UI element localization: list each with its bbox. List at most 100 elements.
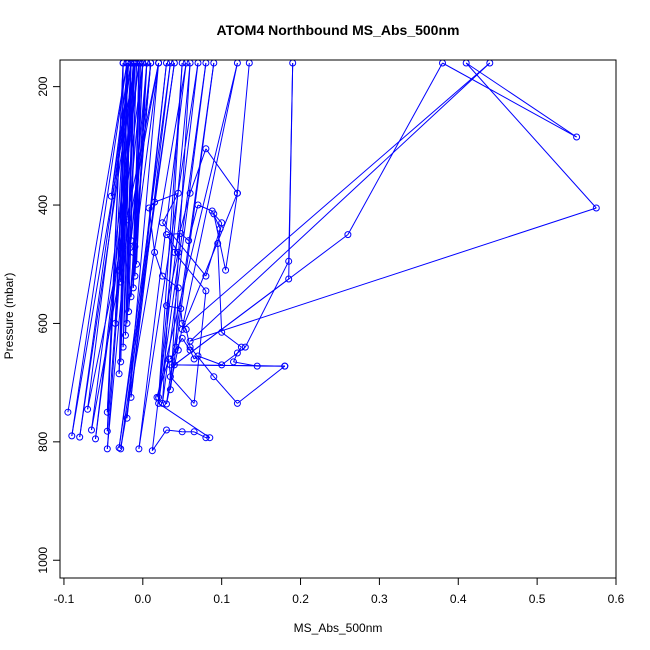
data-point: [174, 346, 182, 354]
data-point: [186, 346, 194, 354]
data-point: [178, 428, 186, 436]
data-point: [117, 278, 125, 286]
series-line-segment: [134, 62, 152, 247]
series-line-segment: [442, 62, 577, 138]
y-axis-label: Pressure (mbar): [2, 273, 16, 360]
data-point: [103, 408, 111, 416]
series-line-segment: [130, 62, 167, 398]
series-line-segment: [156, 62, 238, 398]
series-line-segment: [174, 234, 349, 366]
series-line-segment: [128, 62, 137, 312]
series-line-segment: [158, 62, 207, 404]
series-line-segment: [193, 431, 207, 439]
series-line-segment: [122, 62, 132, 348]
data-point: [88, 426, 95, 434]
series-line-segment: [148, 207, 156, 253]
series-line-segment: [162, 192, 179, 224]
data-point: [115, 370, 123, 378]
x-tick-label: 0.3: [371, 592, 388, 606]
x-tick-label: 0.5: [529, 592, 546, 606]
data-point: [119, 243, 127, 250]
series-line-segment: [71, 62, 128, 436]
series-line-segment: [166, 252, 179, 306]
series-line-segment: [189, 349, 195, 360]
data-point: [233, 399, 241, 407]
data-point: [123, 216, 131, 224]
series-line-segment: [166, 305, 181, 310]
series-line-segment: [189, 207, 597, 342]
data-point: [178, 325, 186, 333]
data-point: [131, 272, 139, 280]
data-point: [163, 302, 170, 310]
data-point: [178, 334, 186, 342]
series-line-segment: [213, 376, 238, 404]
data-point: [151, 248, 159, 256]
x-axis-label: MS_Abs_500nm: [294, 621, 383, 635]
series-line-segment: [162, 62, 207, 404]
data-point: [127, 237, 135, 245]
data-point: [216, 225, 224, 233]
data-point: [166, 60, 174, 67]
data-point: [155, 60, 163, 67]
data-point: [253, 362, 261, 370]
data-point: [182, 325, 190, 333]
data-point: [133, 260, 140, 268]
series-line-segment: [132, 62, 141, 253]
series-line-segment: [130, 62, 148, 241]
data-point: [135, 445, 143, 453]
series-line-segment: [465, 62, 577, 138]
series-line-segment: [288, 62, 294, 280]
series-line-segment: [169, 62, 191, 390]
data-point: [486, 60, 494, 67]
data-point: [210, 60, 218, 67]
series-line-segment: [134, 62, 160, 247]
series-line-segment: [170, 364, 285, 367]
series-line-segment: [151, 429, 167, 451]
data-point: [186, 337, 194, 345]
series-line-segment: [225, 193, 238, 271]
data-point: [115, 266, 123, 274]
data-point: [151, 198, 159, 206]
series-line-segment: [213, 213, 223, 224]
data-point: [174, 189, 182, 197]
series-line-segment: [166, 234, 179, 253]
data-point: [177, 230, 185, 237]
data-point: [190, 399, 198, 407]
data-point: [159, 399, 166, 407]
data-point: [166, 386, 174, 394]
series-line-segment: [126, 62, 134, 324]
data-point: [107, 192, 115, 200]
series-line-segment: [169, 337, 183, 360]
data-point: [573, 133, 581, 141]
data-point: [241, 343, 249, 351]
data-point: [462, 60, 470, 67]
data-point: [159, 272, 166, 280]
data-point: [206, 434, 214, 442]
data-point: [170, 248, 178, 256]
data-point: [139, 60, 147, 67]
data-point: [131, 243, 139, 250]
series-line-segment: [189, 346, 215, 378]
data-point: [281, 362, 289, 370]
data-point: [123, 319, 131, 327]
series-line-segment: [181, 337, 191, 351]
y-tick-label: 800: [36, 432, 50, 452]
data-point: [170, 361, 178, 369]
series-line-segment: [154, 252, 163, 277]
data-point: [119, 60, 127, 67]
series-line-segment: [237, 365, 286, 404]
data-point: [125, 308, 133, 316]
series-line-segment: [213, 213, 227, 271]
series-line-segment: [205, 148, 238, 194]
data-point: [194, 60, 202, 67]
series-line-segment: [175, 287, 179, 348]
data-point: [185, 237, 193, 245]
y-tick-label: 400: [36, 195, 50, 215]
data-point: [64, 408, 72, 416]
series-line-segment: [67, 62, 128, 413]
data-point: [129, 284, 137, 292]
series-line-segment: [233, 352, 238, 363]
data-point: [147, 60, 155, 67]
series-line-segment: [158, 402, 211, 439]
